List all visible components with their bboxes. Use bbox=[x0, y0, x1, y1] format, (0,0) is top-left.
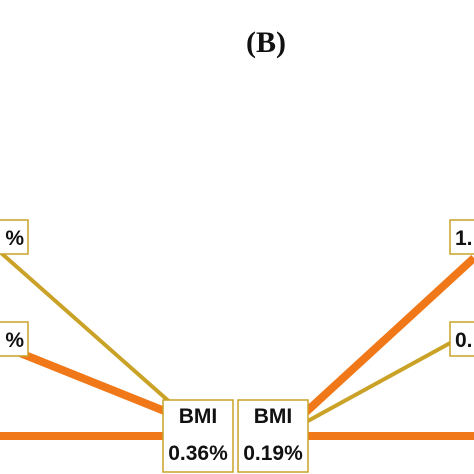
edge-label-box bbox=[449, 321, 474, 357]
node-box bbox=[162, 399, 234, 473]
edge-label-box bbox=[449, 219, 474, 255]
node-box bbox=[237, 399, 309, 473]
edge bbox=[303, 255, 474, 415]
node-value: 0.19% bbox=[243, 442, 303, 465]
node-value: 0.36% bbox=[168, 442, 228, 465]
edge-label-box bbox=[0, 219, 29, 255]
panel-title: (B) bbox=[246, 26, 286, 59]
edge-label: 1. bbox=[455, 227, 473, 250]
edge-label: 0. bbox=[455, 329, 473, 352]
edge bbox=[0, 250, 174, 406]
edge-label-box bbox=[0, 321, 29, 357]
node-label: BMI bbox=[254, 405, 293, 428]
node-label: BMI bbox=[179, 405, 218, 428]
edge bbox=[305, 340, 453, 424]
edge-label: % bbox=[5, 329, 24, 352]
edge-label: % bbox=[5, 227, 24, 250]
